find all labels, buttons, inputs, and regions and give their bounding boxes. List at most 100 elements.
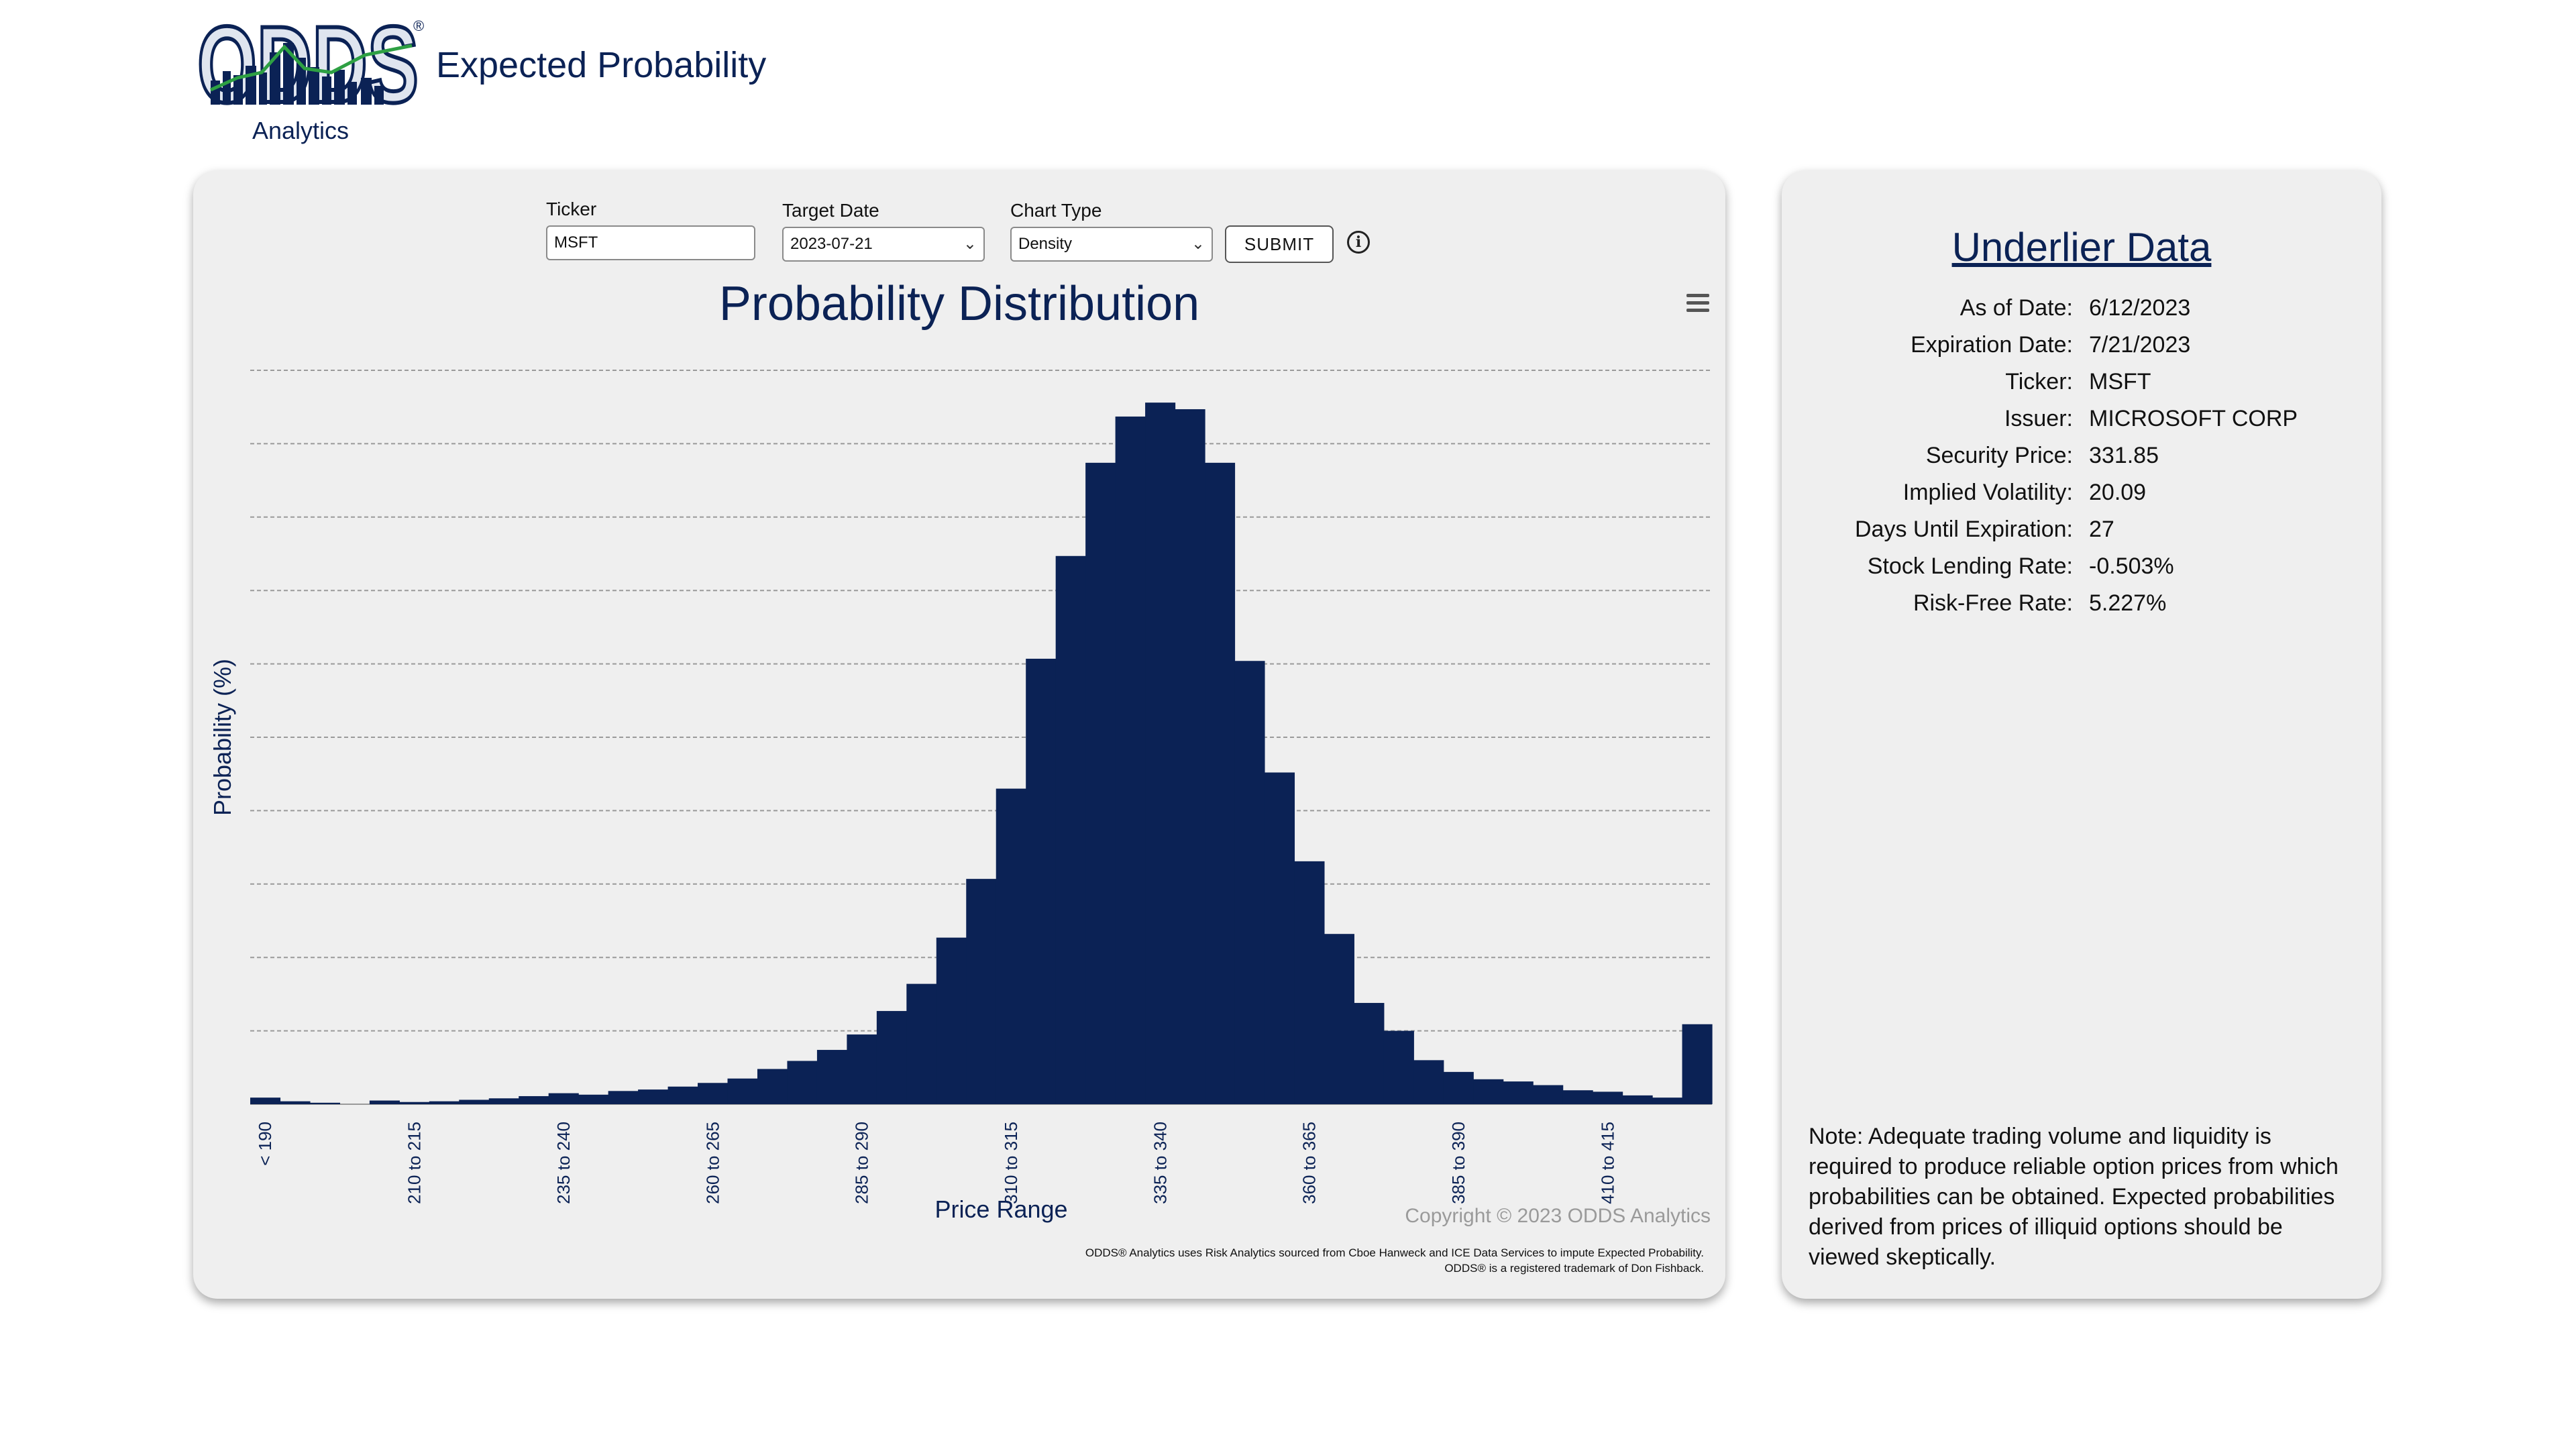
bar	[459, 1100, 490, 1104]
submit-button[interactable]: SUBMIT	[1225, 225, 1334, 263]
y-axis-label: Probability (%)	[209, 659, 236, 816]
underlier-row-label: Issuer:	[2004, 406, 2073, 431]
ticker-input-value: MSFT	[554, 233, 598, 252]
target-date-select[interactable]: 2023-07-21 ⌄	[782, 227, 985, 262]
bar	[1145, 403, 1176, 1104]
info-icon[interactable]: i	[1347, 231, 1370, 254]
odds-logo: ODDS ®	[197, 16, 424, 110]
bar	[1234, 661, 1265, 1104]
underlier-row-label: Ticker:	[2005, 369, 2073, 394]
bar	[548, 1093, 579, 1104]
underlier-row-label: As of Date:	[1960, 295, 2073, 321]
bar	[757, 1069, 788, 1104]
underlier-row-value: 27	[2089, 517, 2114, 542]
chart-type-select[interactable]: Density ⌄	[1010, 227, 1213, 262]
underlier-row: Security Price: 331.85	[1782, 443, 2381, 476]
x-tick-label: 385 to 390	[1448, 1122, 1468, 1204]
bar	[1473, 1079, 1504, 1104]
underlier-row-label: Security Price:	[1925, 443, 2073, 468]
bar	[1443, 1071, 1474, 1104]
bar	[1085, 462, 1116, 1104]
bar	[429, 1101, 460, 1104]
bar	[1354, 1003, 1385, 1104]
underlier-row-value: 7/21/2023	[2089, 332, 2191, 358]
bar	[906, 983, 937, 1104]
underlier-row: As of Date: 6/12/2023	[1782, 295, 2381, 329]
underlier-row: Expiration Date: 7/21/2023	[1782, 332, 2381, 366]
bar	[1622, 1095, 1653, 1104]
bar	[876, 1011, 907, 1104]
bar	[280, 1101, 311, 1104]
bar	[309, 1102, 341, 1104]
bar	[1652, 1098, 1683, 1104]
bar	[1055, 555, 1086, 1104]
bar	[1503, 1081, 1534, 1104]
app-header: ODDS ® Analytics Expected Probability	[197, 16, 801, 150]
bar	[1324, 934, 1354, 1104]
bar	[698, 1083, 729, 1104]
bar	[787, 1061, 818, 1104]
bar	[250, 1098, 281, 1104]
target-date-label: Target Date	[782, 200, 879, 221]
chart-type-label: Chart Type	[1010, 200, 1102, 221]
bar	[399, 1102, 430, 1104]
chart-menu-icon[interactable]	[1686, 294, 1709, 313]
underlier-row: Implied Volatility: 20.09	[1782, 480, 2381, 513]
underlier-title: Underlier Data	[1951, 225, 2212, 270]
bar	[667, 1086, 698, 1104]
bar	[1264, 772, 1295, 1104]
underlier-row: Ticker: MSFT	[1782, 369, 2381, 403]
target-date-value: 2023-07-21	[790, 235, 873, 253]
underlier-row: Risk-Free Rate: 5.227%	[1782, 590, 2381, 624]
x-tick-label: 260 to 265	[702, 1122, 722, 1204]
bar	[608, 1091, 639, 1104]
x-tick-label: 360 to 365	[1299, 1122, 1320, 1204]
x-tick-label: < 190	[255, 1122, 275, 1166]
bar	[1593, 1091, 1623, 1104]
chart-title: Probability Distribution	[718, 277, 1200, 331]
underlier-row-value: 331.85	[2089, 443, 2159, 468]
x-tick-label: 235 to 240	[553, 1122, 574, 1204]
bar	[369, 1100, 400, 1104]
registered-mark: ®	[413, 17, 424, 34]
bar	[816, 1050, 847, 1104]
underlier-row-label: Days Until Expiration:	[1854, 517, 2073, 542]
underlier-row-label: Risk-Free Rate:	[1913, 590, 2073, 616]
bar	[996, 788, 1026, 1104]
ticker-label: Ticker	[546, 199, 597, 219]
bar	[727, 1078, 758, 1104]
bar	[638, 1089, 669, 1104]
x-tick-label: 310 to 315	[1001, 1122, 1021, 1204]
bar	[847, 1034, 877, 1104]
bar	[1294, 861, 1325, 1104]
underlier-row-label: Stock Lending Rate:	[1867, 553, 2073, 579]
underlier-row: Stock Lending Rate: -0.503%	[1782, 553, 2381, 587]
underlier-row-label: Implied Volatility:	[1902, 480, 2073, 505]
bar	[519, 1095, 549, 1104]
logo-subtitle: Analytics	[252, 117, 350, 144]
chart-type-value: Density	[1018, 235, 1073, 253]
underlier-row-value: 6/12/2023	[2089, 295, 2191, 321]
chevron-down-icon: ⌄	[1191, 235, 1205, 253]
footnote-trademark: ODDS® is a registered trademark of Don F…	[1444, 1262, 1704, 1275]
page-title: Expected Probability	[436, 45, 767, 85]
bar	[578, 1094, 609, 1104]
underlier-row-value: 5.227%	[2089, 590, 2167, 616]
bar	[1533, 1085, 1564, 1104]
bar	[966, 879, 997, 1104]
x-tick-label: 210 to 215	[405, 1122, 425, 1204]
x-tick-label: 410 to 415	[1597, 1122, 1617, 1204]
bar	[1205, 462, 1236, 1104]
logo-skyline	[211, 43, 384, 105]
underlier-panel: Underlier Data As of Date: 6/12/2023 Expir…	[1782, 170, 2381, 1299]
underlier-row-value: -0.503%	[2089, 553, 2174, 579]
x-tick-label: 285 to 290	[852, 1122, 872, 1204]
underlier-row-value: 20.09	[2089, 480, 2147, 505]
chart-panel: Ticker MSFT Target Date 2023-07-21 ⌄ Cha…	[193, 170, 1725, 1299]
x-axis-label: Price Range	[934, 1195, 1067, 1223]
copyright-text: Copyright © 2023 ODDS Analytics	[1405, 1205, 1711, 1227]
ticker-input[interactable]: MSFT	[546, 225, 755, 260]
bar	[1115, 416, 1146, 1104]
logo-trend-line	[209, 44, 413, 92]
bar	[1383, 1030, 1414, 1104]
